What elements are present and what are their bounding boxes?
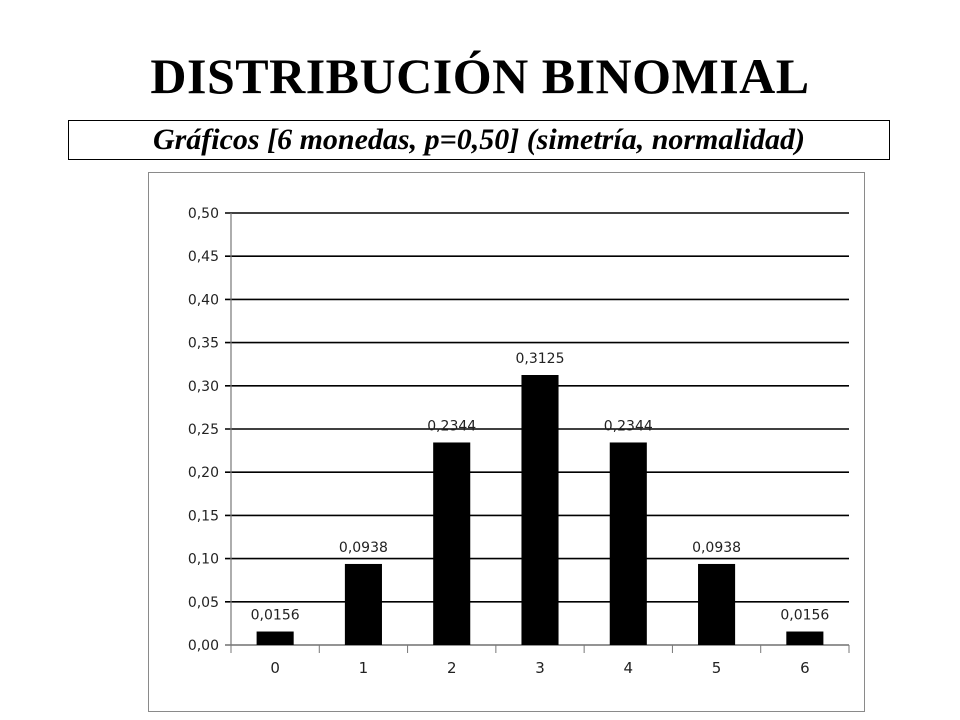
x-tick-label: 1	[359, 659, 369, 677]
x-tick-label: 0	[270, 659, 280, 677]
y-tick-label: 0,45	[188, 249, 219, 265]
data-label: 0,0156	[780, 608, 829, 624]
y-tick-label: 0,15	[188, 508, 219, 524]
x-tick-label: 3	[535, 659, 545, 677]
y-tick-label: 0,20	[188, 465, 219, 481]
bar-5	[698, 563, 736, 645]
data-label: 0,3125	[516, 351, 565, 367]
data-label: 0,0938	[692, 540, 741, 556]
y-tick-label: 0,30	[188, 379, 219, 395]
x-tick-label: 5	[712, 659, 722, 677]
bar-2	[433, 442, 471, 645]
y-tick-label: 0,25	[188, 422, 219, 438]
y-tick-label: 0,35	[188, 336, 219, 352]
data-label: 0,0156	[251, 608, 300, 624]
chart-subtitle: Gráficos [6 monedas, p=0,50] (simetría, …	[68, 120, 890, 160]
y-tick-label: 0,00	[188, 638, 219, 654]
y-tick-label: 0,10	[188, 552, 219, 568]
y-tick-label: 0,40	[188, 292, 219, 308]
bar-chart: 0,00 0,05 0,10 0,15 0,20 0,25 0,30 0,35 0,40 0,45…	[188, 206, 850, 677]
data-label: 0,2344	[427, 418, 476, 434]
page-title: DISTRIBUCIÓN BINOMIAL	[150, 48, 810, 104]
data-label: 0,0938	[339, 540, 388, 556]
y-tick-label: 0,05	[188, 595, 219, 611]
x-tick-label: 2	[447, 659, 457, 677]
x-tick-label: 6	[800, 659, 810, 677]
chart-frame: 0,00 0,05 0,10 0,15 0,20 0,25 0,30 0,35 0,40 0,45…	[148, 172, 865, 712]
x-tick-label: 4	[624, 659, 634, 677]
bar-6	[786, 631, 824, 645]
bar-4	[609, 442, 647, 645]
data-label: 0,2344	[604, 418, 653, 434]
bar-1	[344, 563, 382, 645]
bar-0	[256, 631, 294, 645]
bar-3	[521, 375, 559, 645]
y-tick-label: 0,50	[188, 206, 219, 222]
